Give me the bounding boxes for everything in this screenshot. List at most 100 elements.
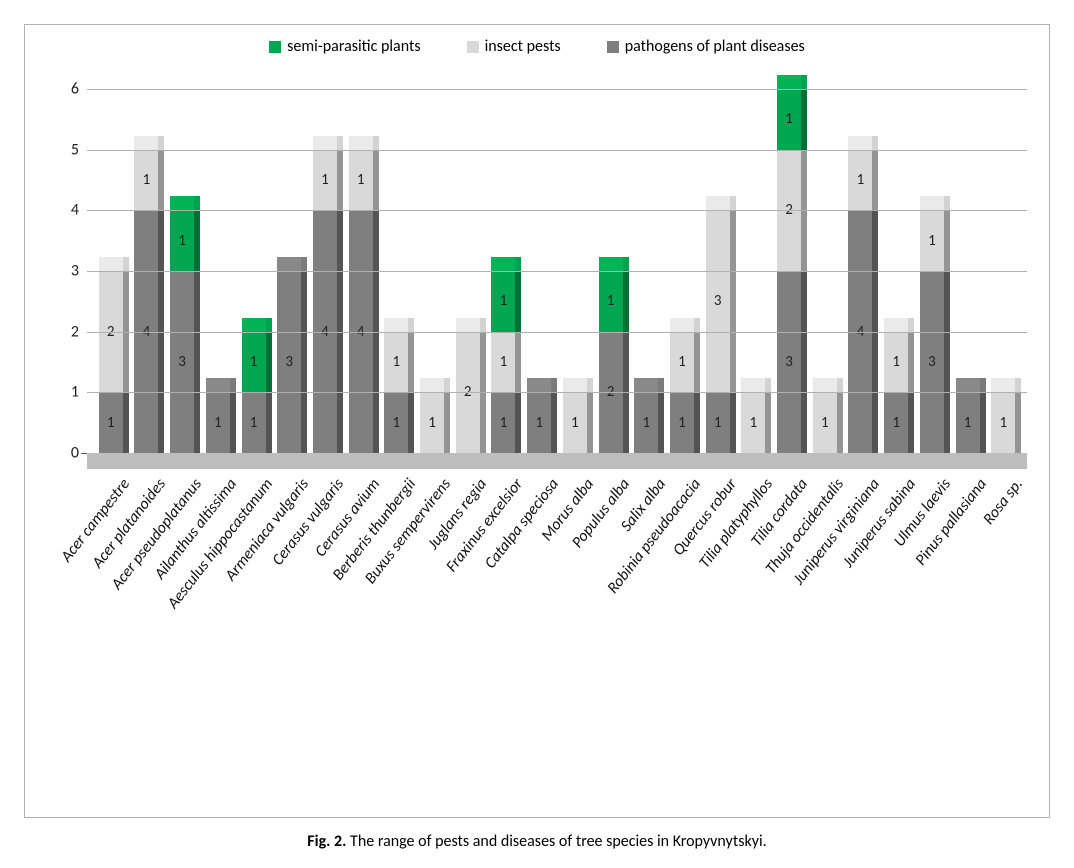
legend-swatch: [467, 41, 479, 53]
y-tick-label: 5: [53, 140, 79, 159]
plot-floor: [87, 453, 1027, 469]
chart-frame: semi-parasitic plants insect pests pathoge…: [24, 24, 1050, 818]
bar-value-label: 1: [848, 171, 872, 189]
legend: semi-parasitic plants insect pests pathoge…: [25, 37, 1049, 56]
bar-segment-path: 1: [670, 392, 694, 453]
bar-value-label: 1: [491, 414, 515, 432]
bar-segment-path: 1: [206, 392, 230, 453]
bar-segment-insect: 1: [813, 392, 837, 453]
bar-segment-path: 1: [384, 392, 408, 453]
bar-value-label: 3: [920, 353, 944, 371]
gridline: [87, 271, 1027, 272]
legend-swatch: [269, 41, 281, 53]
y-tick-label: 2: [53, 322, 79, 341]
bar-value-label: 1: [884, 414, 908, 432]
bar-segment-path: 1: [99, 392, 123, 453]
bar-value-label: 1: [920, 232, 944, 250]
bar-segment-path: 1: [884, 392, 908, 453]
legend-item: semi-parasitic plants: [269, 37, 420, 56]
y-tick-label: 0: [53, 444, 79, 463]
caption-bold: Fig. 2.: [307, 832, 346, 851]
bar-value-label: 3: [170, 353, 194, 371]
bar-value-label: 1: [741, 414, 765, 432]
bar-segment-insect: 1: [491, 332, 515, 393]
bar-value-label: 1: [706, 414, 730, 432]
bar-value-label: 1: [991, 414, 1015, 432]
bar-segment-semi: 1: [491, 271, 515, 332]
bar-segment-path: 3: [277, 271, 301, 453]
bar-segment-semi: 1: [170, 210, 194, 271]
figure-caption: Fig. 2. The range of pests and diseases …: [0, 832, 1074, 851]
bar-value-label: 1: [242, 414, 266, 432]
gridline: [87, 210, 1027, 211]
gridline: [87, 332, 1027, 333]
bar-value-label: 1: [527, 414, 551, 432]
gridline: [87, 89, 1027, 90]
bar-value-label: 3: [706, 292, 730, 310]
bar-segment-path: 1: [491, 392, 515, 453]
bar-value-label: 1: [491, 292, 515, 310]
bar-value-label: 1: [99, 414, 123, 432]
bar-value-label: 1: [170, 232, 194, 250]
bar-value-label: 1: [670, 353, 694, 371]
bar-value-label: 3: [277, 353, 301, 371]
y-tick-label: 3: [53, 262, 79, 281]
bar-segment-insect: 1: [563, 392, 587, 453]
legend-label: semi-parasitic plants: [287, 37, 420, 56]
bar-segment-insect: 1: [670, 332, 694, 393]
bar-segment-insect: 1: [313, 150, 337, 211]
bar-segment-path: 3: [920, 271, 944, 453]
bar-value-label: 1: [206, 414, 230, 432]
bar-value-label: 1: [420, 414, 444, 432]
gridline: [87, 392, 1027, 393]
bar-segment-insect: 1: [920, 210, 944, 271]
bar-value-label: 1: [313, 171, 337, 189]
legend-item: insect pests: [467, 37, 561, 56]
bar-segment-insect: 1: [741, 392, 765, 453]
bar-segment-insect: 1: [420, 392, 444, 453]
bar-segment-path: 1: [242, 392, 266, 453]
bar-value-label: 1: [956, 414, 980, 432]
bar-value-label: 1: [491, 353, 515, 371]
bar-segment-insect: 1: [134, 150, 158, 211]
bar-segment-insect: 1: [884, 332, 908, 393]
bar-segment-semi: 1: [777, 89, 801, 150]
bar-segment-insect: 1: [991, 392, 1015, 453]
bar-segment-insect: 1: [384, 332, 408, 393]
legend-label: pathogens of plant diseases: [625, 37, 805, 56]
bar-segment-semi: 1: [242, 332, 266, 393]
bar-segment-insect: 1: [349, 150, 373, 211]
bar-segment-path: 1: [956, 392, 980, 453]
caption-rest: The range of pests and diseases of tree …: [346, 832, 766, 851]
y-tick-label: 6: [53, 80, 79, 99]
bar-value-label: 1: [563, 414, 587, 432]
bar-segment-semi: 1: [599, 271, 623, 332]
bar-segment-insect: 1: [848, 150, 872, 211]
bar-segment-path: 3: [777, 271, 801, 453]
legend-swatch: [607, 41, 619, 53]
bar-segment-path: 1: [634, 392, 658, 453]
bar-value-label: 1: [813, 414, 837, 432]
bar-segment-path: 1: [706, 392, 730, 453]
bar-segment-path: 1: [527, 392, 551, 453]
legend-label: insect pests: [485, 37, 561, 56]
bar-segment-path: 3: [170, 271, 194, 453]
legend-item: pathogens of plant diseases: [607, 37, 805, 56]
bar-value-label: 1: [134, 171, 158, 189]
plot-area: 1241311113414111121111121111131321141113…: [87, 89, 1027, 453]
y-tick-label: 1: [53, 383, 79, 402]
bar-value-label: 1: [384, 414, 408, 432]
gridline: [87, 150, 1027, 151]
bar-value-label: 1: [242, 353, 266, 371]
bar-value-label: 1: [349, 171, 373, 189]
bar-segment-insect: 3: [706, 210, 730, 392]
bar-value-label: 1: [634, 414, 658, 432]
bar-value-label: 3: [777, 353, 801, 371]
bar-value-label: 1: [777, 110, 801, 128]
x-axis-labels: Acer campestreAcer platanoidesAcer pseud…: [87, 475, 1027, 845]
bar-value-label: 1: [884, 353, 908, 371]
y-tick-label: 4: [53, 201, 79, 220]
bar-value-label: 1: [384, 353, 408, 371]
bar-value-label: 1: [599, 292, 623, 310]
figure-container: semi-parasitic plants insect pests pathoge…: [0, 0, 1074, 868]
